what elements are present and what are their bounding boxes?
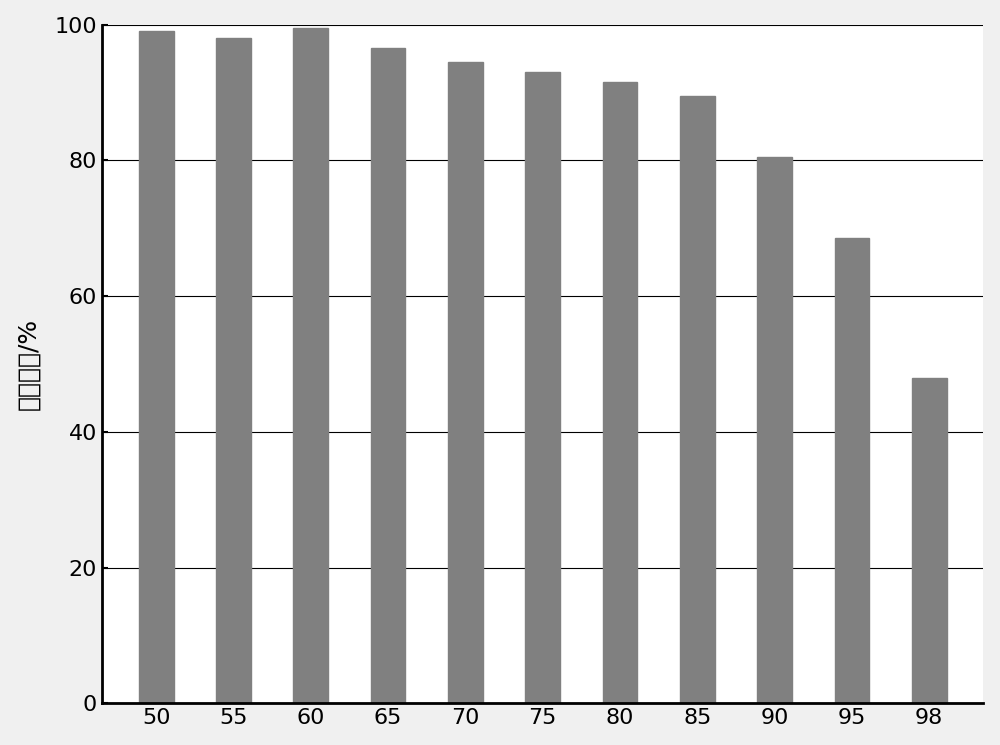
Bar bbox=[293, 28, 328, 703]
Bar bbox=[835, 238, 869, 703]
Bar bbox=[139, 31, 174, 703]
Bar bbox=[757, 157, 792, 703]
Bar bbox=[448, 62, 483, 703]
Bar bbox=[216, 38, 251, 703]
Bar bbox=[912, 378, 947, 703]
Bar bbox=[371, 48, 405, 703]
Bar bbox=[525, 72, 560, 703]
Y-axis label: 剩余活性/%: 剩余活性/% bbox=[17, 318, 41, 410]
Bar bbox=[680, 96, 715, 703]
Bar bbox=[603, 83, 637, 703]
